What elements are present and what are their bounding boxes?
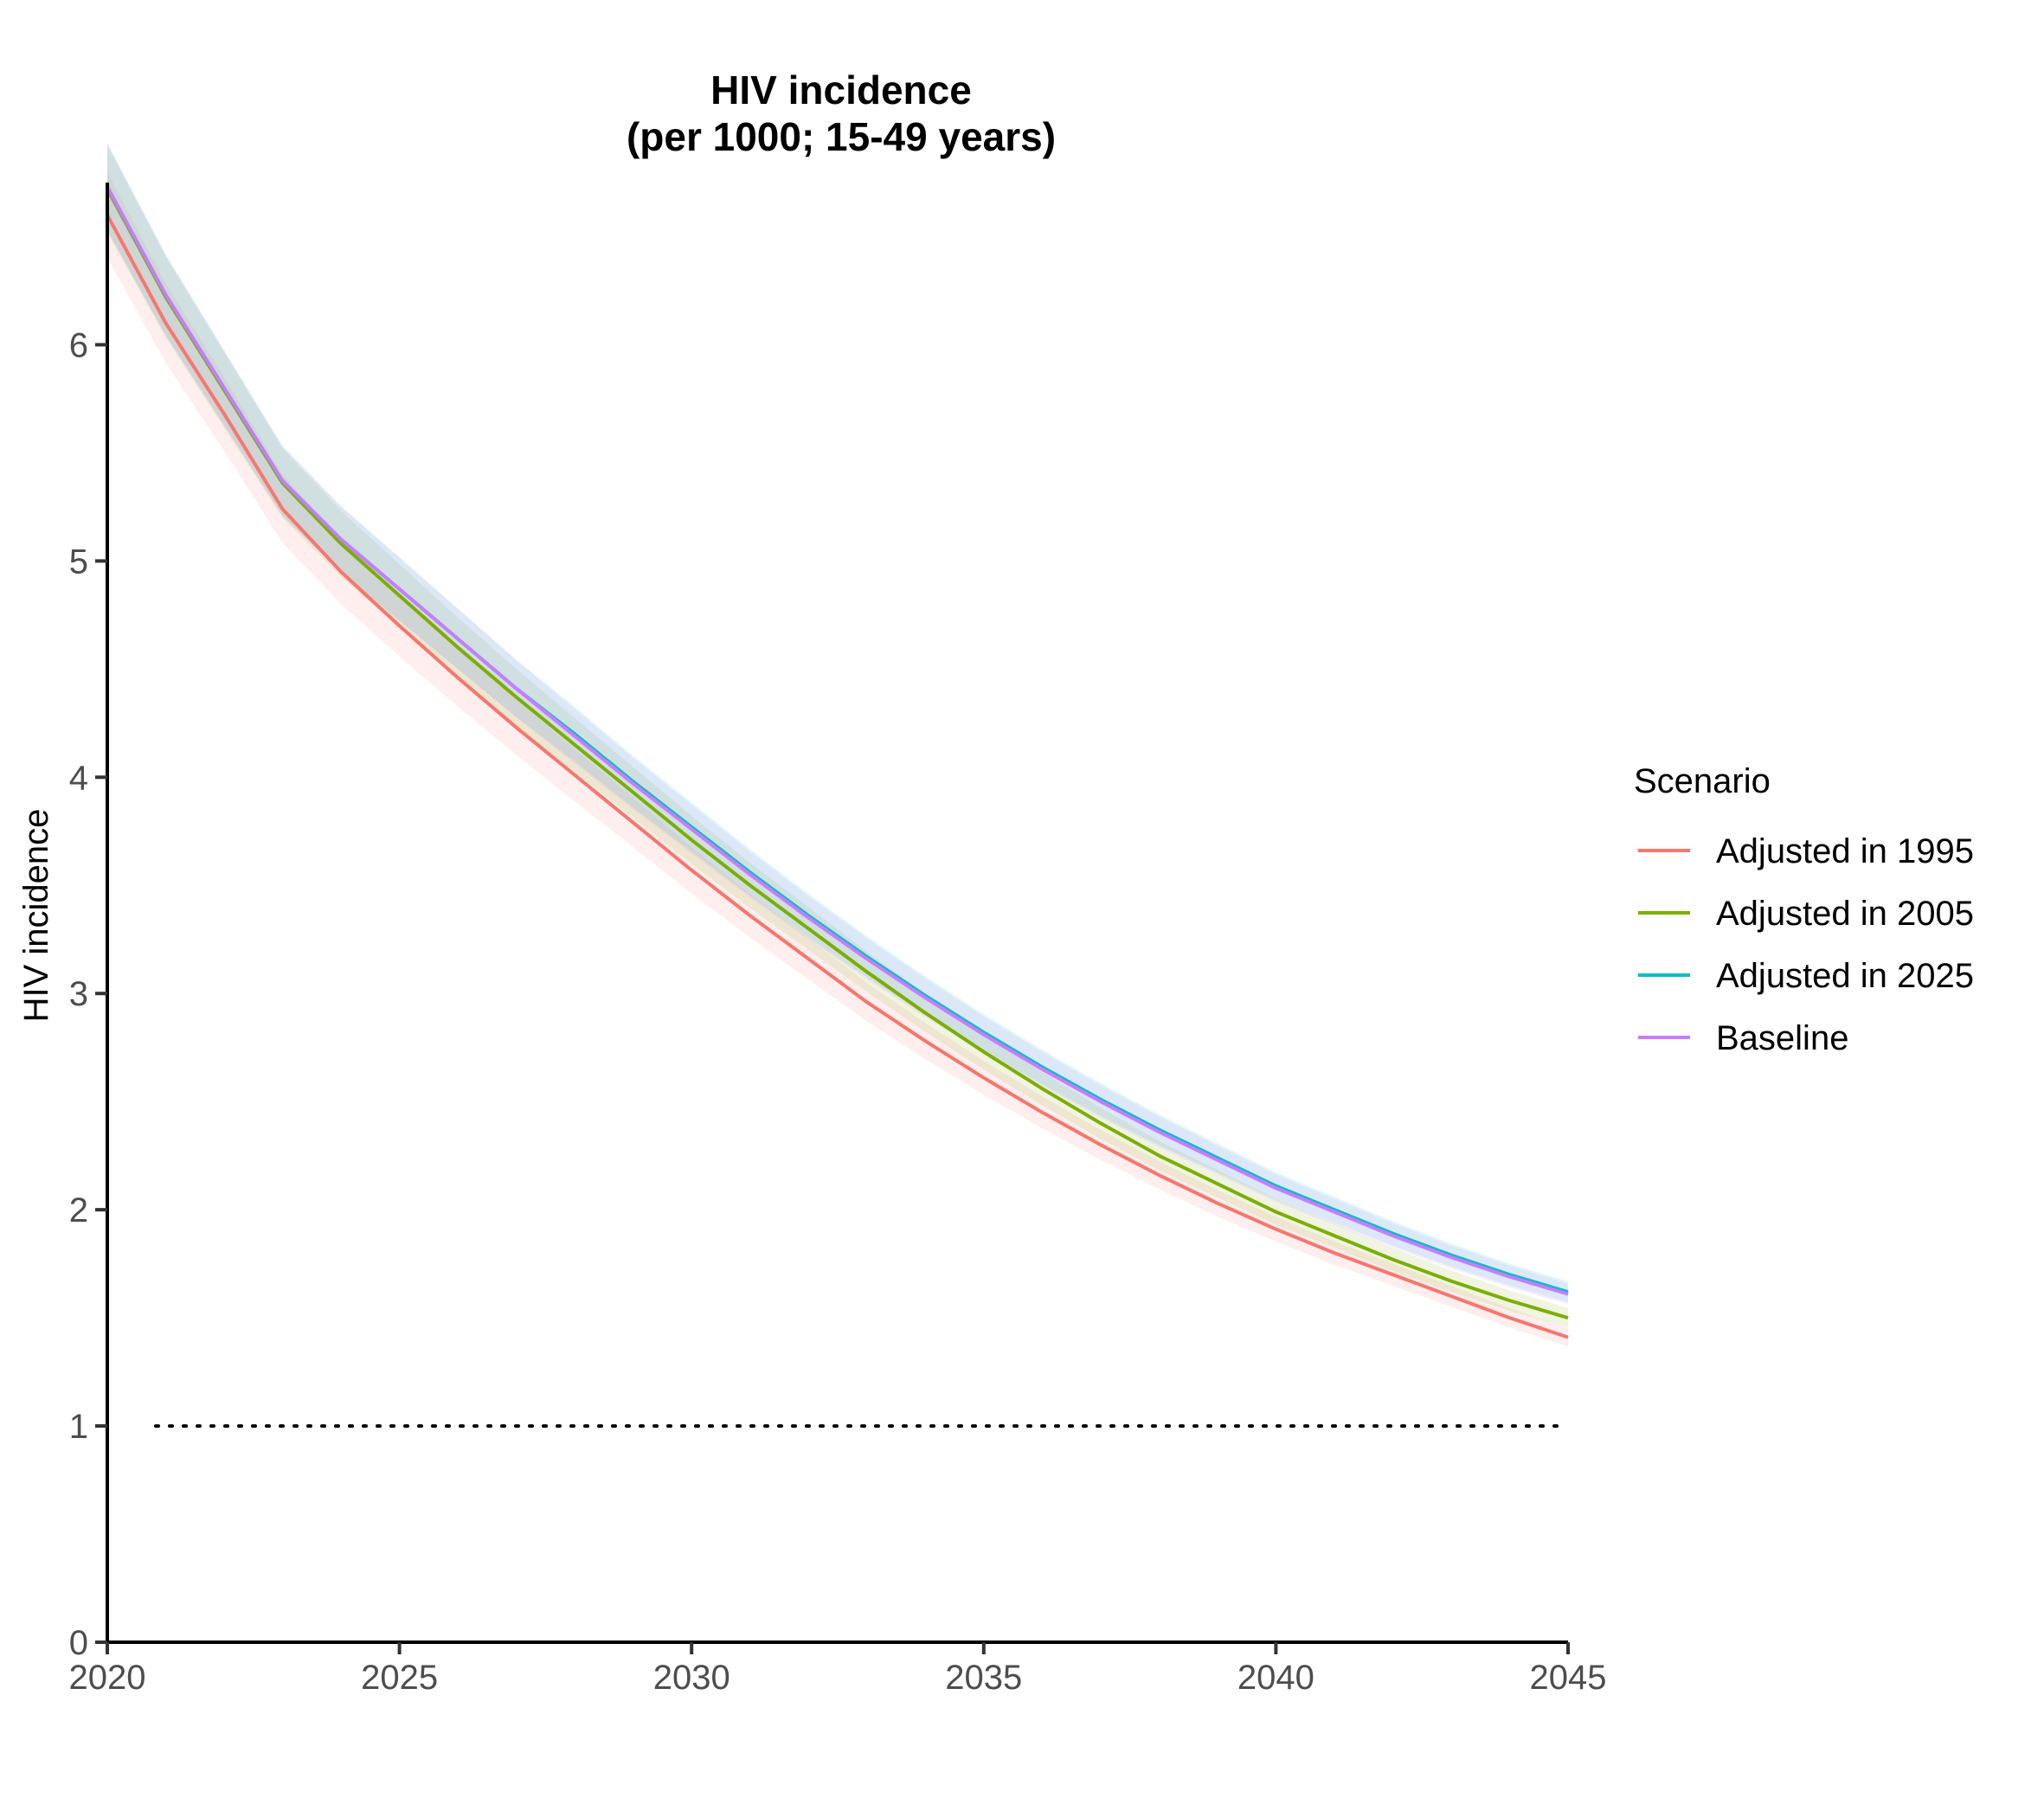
legend: Scenario Adjusted in 1995 Adjusted in 200… xyxy=(1634,762,1974,1057)
x-tick-label: 2045 xyxy=(1530,1659,1607,1697)
series-line-adjusted-in-2025 xyxy=(106,186,1569,1294)
chart-subtitle: (per 1000; 15-49 years) xyxy=(627,114,1056,159)
legend-label: Baseline xyxy=(1716,1019,1848,1057)
confidence-bands xyxy=(107,143,1568,1347)
y-tick-label: 4 xyxy=(69,759,88,797)
y-axis-ticks: 0 1 2 3 4 5 6 xyxy=(69,326,107,1662)
series-lines xyxy=(106,186,1569,1339)
band-3 xyxy=(107,143,1568,1305)
axes xyxy=(106,183,1568,1644)
band-0 xyxy=(107,172,1568,1347)
legend-items: Adjusted in 1995 Adjusted in 2005 Adjusted… xyxy=(1638,832,1974,1057)
band-1 xyxy=(107,145,1568,1328)
band-2 xyxy=(107,143,1568,1303)
y-axis-title: HIV incidence xyxy=(17,809,55,1023)
series-line-adjusted-in-1995 xyxy=(106,214,1569,1339)
y-tick-label: 5 xyxy=(69,543,88,581)
y-tick-label: 2 xyxy=(69,1191,88,1230)
legend-title: Scenario xyxy=(1634,762,1771,800)
y-tick-label: 6 xyxy=(69,326,88,364)
x-tick-label: 2020 xyxy=(69,1659,146,1697)
y-tick-label: 0 xyxy=(69,1624,88,1662)
chart-title: HIV incidence xyxy=(710,67,972,112)
legend-label: Adjusted in 1995 xyxy=(1716,832,1974,870)
x-tick-label: 2040 xyxy=(1237,1659,1314,1697)
series-line-adjusted-in-2005 xyxy=(106,188,1569,1320)
legend-label: Adjusted in 2025 xyxy=(1716,957,1974,995)
series-line-baseline xyxy=(106,186,1569,1296)
legend-label: Adjusted in 2005 xyxy=(1716,895,1974,933)
y-tick-label: 1 xyxy=(69,1408,88,1446)
y-tick-label: 3 xyxy=(69,975,88,1013)
x-tick-label: 2035 xyxy=(945,1659,1022,1697)
x-tick-label: 2025 xyxy=(361,1659,438,1697)
x-axis-ticks: 2020 2025 2030 2035 2040 2045 xyxy=(69,1642,1607,1697)
x-tick-label: 2030 xyxy=(653,1659,730,1697)
